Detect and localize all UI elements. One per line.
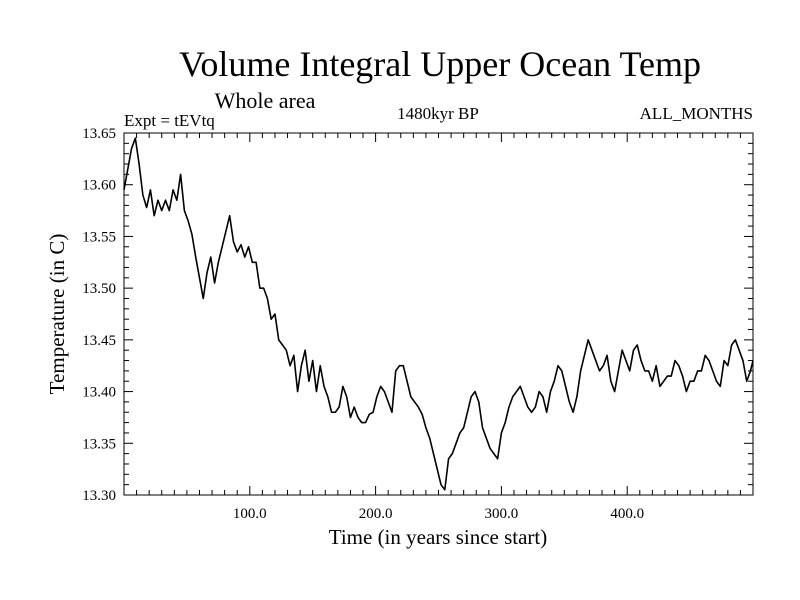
series-line-temperature (123, 137, 754, 491)
y-tick-label: 13.30 (82, 488, 116, 504)
chart-subtitle: Whole area (215, 88, 316, 113)
x-axis-ticks (136, 133, 741, 495)
experiment-label: Expt = tEVtq (124, 111, 215, 130)
y-tick-label: 13.50 (82, 281, 116, 297)
x-tick-label: 400.0 (610, 506, 644, 522)
y-tick-label: 13.65 (82, 126, 116, 142)
x-tick-label: 300.0 (485, 506, 519, 522)
x-axis-label: Time (in years since start) (329, 525, 548, 549)
y-tick-label: 13.40 (82, 385, 116, 401)
x-axis-tick-labels: 100.0 200.0 300.0 400.0 (233, 506, 644, 522)
x-tick-label: 200.0 (359, 506, 393, 522)
plot-frame (123, 132, 754, 496)
months-label: ALL_MONTHS (640, 104, 753, 123)
y-axis-ticks (124, 142, 753, 486)
y-tick-label: 13.55 (82, 229, 116, 245)
y-axis-label: Temperature (in C) (45, 234, 69, 395)
y-tick-label: 13.35 (82, 436, 116, 452)
y-axis-tick-labels: 13.30 13.35 13.40 13.45 13.50 13.55 13.60 13.65 (82, 126, 116, 504)
y-tick-label: 13.45 (82, 333, 116, 349)
chart-title: Volume Integral Upper Ocean Temp (179, 44, 701, 84)
period-label: 1480kyr BP (397, 104, 479, 123)
y-tick-label: 13.60 (82, 178, 116, 194)
x-tick-label: 100.0 (233, 506, 267, 522)
